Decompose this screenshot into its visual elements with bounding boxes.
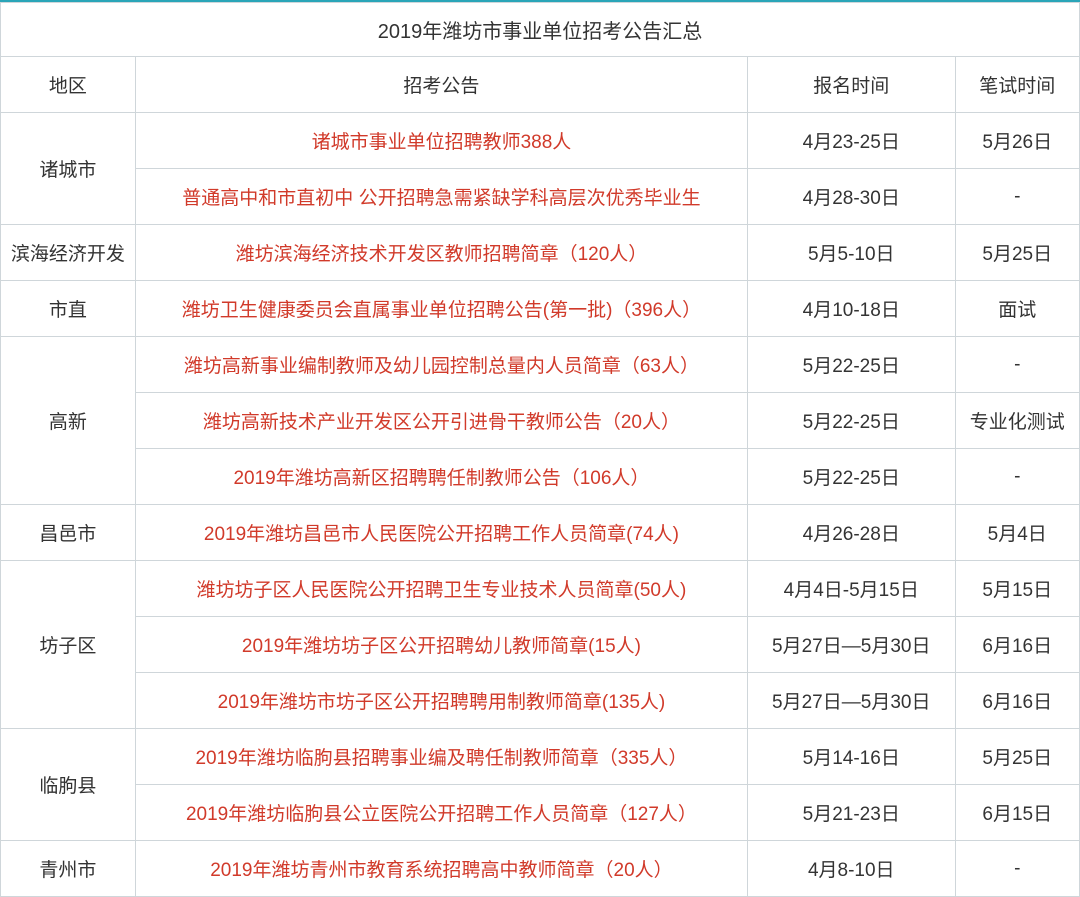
notice-link[interactable]: 潍坊卫生健康委员会直属事业单位招聘公告(第一批)（396人） <box>182 300 701 321</box>
signup-cell: 4月23-25日 <box>748 113 956 169</box>
notice-cell: 2019年潍坊临朐县公立医院公开招聘工作人员简章（127人） <box>135 785 747 841</box>
signup-cell: 4月26-28日 <box>748 505 956 561</box>
table-header-row: 地区 招考公告 报名时间 笔试时间 <box>1 57 1080 113</box>
exam-cell: - <box>955 337 1080 393</box>
notice-cell: 普通高中和市直初中 公开招聘急需紧缺学科高层次优秀毕业生 <box>135 169 747 225</box>
signup-cell: 4月28-30日 <box>748 169 956 225</box>
notice-cell: 潍坊滨海经济技术开发区教师招聘简章（120人） <box>135 225 747 281</box>
table-row: 临朐县 2019年潍坊临朐县招聘事业编及聘任制教师简章（335人） 5月14-1… <box>1 729 1080 785</box>
exam-cell: - <box>955 449 1080 505</box>
region-cell: 诸城市 <box>1 113 136 225</box>
signup-cell: 5月27日—5月30日 <box>748 673 956 729</box>
signup-cell: 4月10-18日 <box>748 281 956 337</box>
notice-link[interactable]: 2019年潍坊临朐县招聘事业编及聘任制教师简章（335人） <box>195 748 687 769</box>
notice-cell: 2019年潍坊高新区招聘聘任制教师公告（106人） <box>135 449 747 505</box>
notice-link[interactable]: 2019年潍坊昌邑市人民医院公开招聘工作人员简章(74人) <box>204 524 679 545</box>
notice-cell: 潍坊卫生健康委员会直属事业单位招聘公告(第一批)（396人） <box>135 281 747 337</box>
notice-link[interactable]: 潍坊滨海经济技术开发区教师招聘简章（120人） <box>236 244 648 265</box>
exam-cell: 5月4日 <box>955 505 1080 561</box>
region-cell: 青州市 <box>1 841 136 897</box>
signup-cell: 5月14-16日 <box>748 729 956 785</box>
notice-link[interactable]: 2019年潍坊青州市教育系统招聘高中教师简章（20人） <box>210 860 672 881</box>
recruitment-table: 2019年潍坊市事业单位招考公告汇总 地区 招考公告 报名时间 笔试时间 诸城市… <box>0 2 1080 897</box>
signup-cell: 5月22-25日 <box>748 393 956 449</box>
exam-cell: 5月26日 <box>955 113 1080 169</box>
table-row: 诸城市 诸城市事业单位招聘教师388人 4月23-25日 5月26日 <box>1 113 1080 169</box>
notice-link[interactable]: 潍坊坊子区人民医院公开招聘卫生专业技术人员简章(50人) <box>197 580 687 601</box>
signup-cell: 5月27日—5月30日 <box>748 617 956 673</box>
notice-cell: 潍坊高新技术产业开发区公开引进骨干教师公告（20人） <box>135 393 747 449</box>
table-row: 2019年潍坊市坊子区公开招聘聘用制教师简章(135人) 5月27日—5月30日… <box>1 673 1080 729</box>
notice-link[interactable]: 2019年潍坊市坊子区公开招聘聘用制教师简章(135人) <box>218 692 666 713</box>
signup-cell: 5月22-25日 <box>748 449 956 505</box>
exam-cell: 6月16日 <box>955 617 1080 673</box>
table-body: 2019年潍坊市事业单位招考公告汇总 地区 招考公告 报名时间 笔试时间 诸城市… <box>1 3 1080 897</box>
notice-link[interactable]: 潍坊高新事业编制教师及幼儿园控制总量内人员简章（63人） <box>184 356 699 377</box>
notice-link[interactable]: 潍坊高新技术产业开发区公开引进骨干教师公告（20人） <box>203 412 680 433</box>
exam-cell: 5月15日 <box>955 561 1080 617</box>
table-row: 潍坊高新技术产业开发区公开引进骨干教师公告（20人） 5月22-25日 专业化测… <box>1 393 1080 449</box>
region-cell: 昌邑市 <box>1 505 136 561</box>
exam-cell: 面试 <box>955 281 1080 337</box>
table-row: 普通高中和市直初中 公开招聘急需紧缺学科高层次优秀毕业生 4月28-30日 - <box>1 169 1080 225</box>
signup-cell: 5月22-25日 <box>748 337 956 393</box>
table-row: 2019年潍坊坊子区公开招聘幼儿教师简章(15人) 5月27日—5月30日 6月… <box>1 617 1080 673</box>
table-row: 2019年潍坊高新区招聘聘任制教师公告（106人） 5月22-25日 - <box>1 449 1080 505</box>
notice-cell: 2019年潍坊昌邑市人民医院公开招聘工作人员简章(74人) <box>135 505 747 561</box>
table-row: 2019年潍坊临朐县公立医院公开招聘工作人员简章（127人） 5月21-23日 … <box>1 785 1080 841</box>
col-header-signup: 报名时间 <box>748 57 956 113</box>
exam-cell: - <box>955 841 1080 897</box>
notice-link[interactable]: 2019年潍坊临朐县公立医院公开招聘工作人员简章（127人） <box>186 804 697 825</box>
exam-cell: 5月25日 <box>955 225 1080 281</box>
notice-link[interactable]: 普通高中和市直初中 公开招聘急需紧缺学科高层次优秀毕业生 <box>182 188 700 209</box>
notice-cell: 潍坊高新事业编制教师及幼儿园控制总量内人员简章（63人） <box>135 337 747 393</box>
table-container: 2019年潍坊市事业单位招考公告汇总 地区 招考公告 报名时间 笔试时间 诸城市… <box>0 0 1080 897</box>
notice-link[interactable]: 诸城市事业单位招聘教师388人 <box>312 132 572 153</box>
table-title: 2019年潍坊市事业单位招考公告汇总 <box>1 3 1080 57</box>
signup-cell: 4月4日-5月15日 <box>748 561 956 617</box>
signup-cell: 5月5-10日 <box>748 225 956 281</box>
region-cell: 临朐县 <box>1 729 136 841</box>
table-row: 青州市 2019年潍坊青州市教育系统招聘高中教师简章（20人） 4月8-10日 … <box>1 841 1080 897</box>
notice-link[interactable]: 2019年潍坊高新区招聘聘任制教师公告（106人） <box>233 468 649 489</box>
table-row: 昌邑市 2019年潍坊昌邑市人民医院公开招聘工作人员简章(74人) 4月26-2… <box>1 505 1080 561</box>
signup-cell: 4月8-10日 <box>748 841 956 897</box>
exam-cell: 6月16日 <box>955 673 1080 729</box>
signup-cell: 5月21-23日 <box>748 785 956 841</box>
exam-cell: 5月25日 <box>955 729 1080 785</box>
region-cell: 高新 <box>1 337 136 505</box>
region-cell: 市直 <box>1 281 136 337</box>
exam-cell: 6月15日 <box>955 785 1080 841</box>
table-row: 滨海经济开发 潍坊滨海经济技术开发区教师招聘简章（120人） 5月5-10日 5… <box>1 225 1080 281</box>
notice-cell: 2019年潍坊临朐县招聘事业编及聘任制教师简章（335人） <box>135 729 747 785</box>
notice-cell: 潍坊坊子区人民医院公开招聘卫生专业技术人员简章(50人) <box>135 561 747 617</box>
exam-cell: 专业化测试 <box>955 393 1080 449</box>
table-row: 坊子区 潍坊坊子区人民医院公开招聘卫生专业技术人员简章(50人) 4月4日-5月… <box>1 561 1080 617</box>
col-header-notice: 招考公告 <box>135 57 747 113</box>
table-row: 高新 潍坊高新事业编制教师及幼儿园控制总量内人员简章（63人） 5月22-25日… <box>1 337 1080 393</box>
region-cell: 坊子区 <box>1 561 136 729</box>
notice-cell: 2019年潍坊坊子区公开招聘幼儿教师简章(15人) <box>135 617 747 673</box>
exam-cell: - <box>955 169 1080 225</box>
table-title-row: 2019年潍坊市事业单位招考公告汇总 <box>1 3 1080 57</box>
col-header-region: 地区 <box>1 57 136 113</box>
col-header-exam: 笔试时间 <box>955 57 1080 113</box>
notice-cell: 诸城市事业单位招聘教师388人 <box>135 113 747 169</box>
region-cell: 滨海经济开发 <box>1 225 136 281</box>
notice-link[interactable]: 2019年潍坊坊子区公开招聘幼儿教师简章(15人) <box>242 636 641 657</box>
notice-cell: 2019年潍坊市坊子区公开招聘聘用制教师简章(135人) <box>135 673 747 729</box>
notice-cell: 2019年潍坊青州市教育系统招聘高中教师简章（20人） <box>135 841 747 897</box>
table-row: 市直 潍坊卫生健康委员会直属事业单位招聘公告(第一批)（396人） 4月10-1… <box>1 281 1080 337</box>
